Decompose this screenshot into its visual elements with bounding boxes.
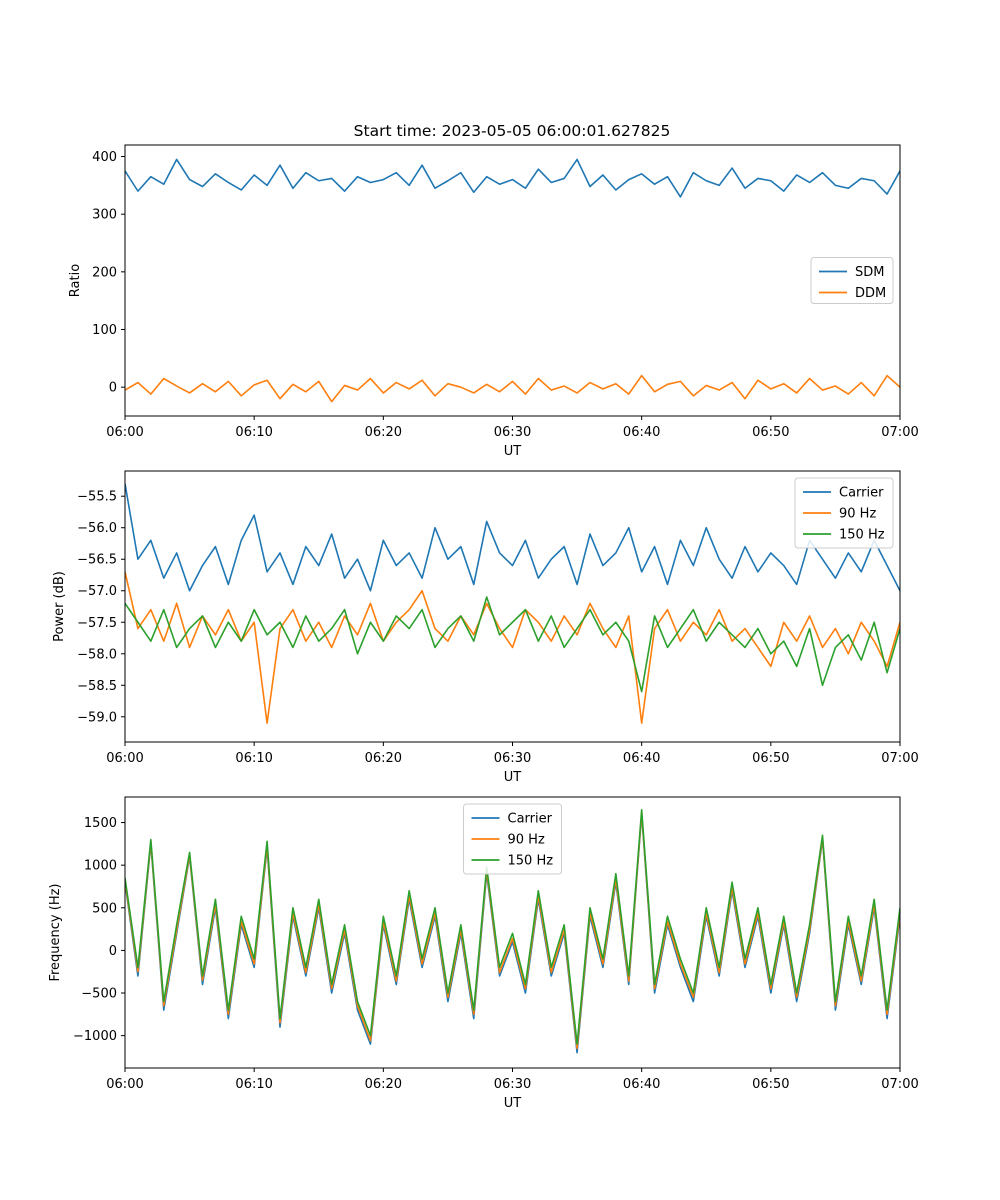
x-tick-label: 06:50 — [752, 425, 789, 440]
y-axis-label: Ratio — [68, 264, 83, 297]
y-tick-label: −58.5 — [77, 679, 117, 694]
y-tick-label: −500 — [81, 987, 117, 1002]
legend-entry: 150 Hz — [839, 528, 885, 543]
y-tick-label: −58.0 — [77, 647, 117, 662]
legend-entry: DDM — [855, 286, 886, 301]
x-tick-label: 06:50 — [752, 751, 789, 766]
series-line-carrier — [125, 483, 900, 592]
x-tick-label: 06:20 — [365, 1077, 402, 1092]
x-tick-label: 06:00 — [106, 1077, 143, 1092]
x-tick-label: 06:20 — [365, 751, 402, 766]
legend: SDM DDM — [810, 257, 894, 304]
legend-entry: 90 Hz — [508, 833, 545, 848]
x-axis-label: UT — [504, 1096, 522, 1111]
chart-panel-2: 06:00 06:10 06:20 06:30 06:40 06:50 07:00 −59.0… — [52, 470, 919, 785]
x-tick-label: 07:00 — [881, 751, 918, 766]
chart-panel-3: 06:00 06:10 06:20 06:30 06:40 06:50 07:00 −1000… — [48, 796, 919, 1111]
y-tick-label: −57.5 — [77, 616, 117, 631]
y-tick-label: 300 — [92, 208, 117, 223]
legend-entry: 150 Hz — [508, 854, 554, 869]
y-tick-label: −56.5 — [77, 553, 117, 568]
x-tick-label: 06:20 — [365, 425, 402, 440]
y-tick-label: −56.0 — [77, 521, 117, 536]
series-group — [125, 483, 900, 724]
x-axis-label: UT — [504, 770, 522, 785]
legend-box — [463, 803, 562, 875]
y-tick-label: 1000 — [84, 859, 117, 874]
legend: Carrier 90 Hz 150 Hz — [463, 803, 562, 875]
series-line-150-hz — [125, 808, 900, 1045]
x-tick-label: 06:10 — [235, 751, 272, 766]
series-group — [125, 158, 900, 403]
y-tick-label: 0 — [109, 944, 117, 959]
x-tick-label: 07:00 — [881, 1077, 918, 1092]
legend-entry: SDM — [855, 265, 884, 280]
y-tick-label: −55.5 — [77, 490, 117, 505]
y-axis-label: Frequency (Hz) — [48, 883, 63, 981]
x-tick-label: 06:40 — [623, 751, 660, 766]
y-tick-label: 400 — [92, 150, 117, 165]
legend-entry: Carrier — [839, 486, 884, 501]
figure-title: Start time: 2023-05-05 06:00:01.627825 — [354, 122, 671, 140]
series-line-90-hz — [125, 571, 900, 724]
y-tick-label: −1000 — [73, 1029, 117, 1044]
x-tick-label: 06:10 — [235, 1077, 272, 1092]
x-tick-label: 06:30 — [494, 751, 531, 766]
legend-box — [794, 477, 894, 549]
panels: 06:00 06:10 06:20 06:30 06:40 06:50 07:00 0 100 2… — [48, 144, 919, 1111]
legend: Carrier 90 Hz 150 Hz — [794, 477, 894, 549]
y-tick-label: 500 — [92, 901, 117, 916]
legend-entry: 90 Hz — [839, 507, 876, 522]
series-line-90-hz — [125, 811, 900, 1050]
series-group — [125, 808, 900, 1054]
y-tick-label: 200 — [92, 265, 117, 280]
chart-panel-1: 06:00 06:10 06:20 06:30 06:40 06:50 07:00 0 100 2… — [68, 144, 919, 459]
y-tick-label: 100 — [92, 323, 117, 338]
y-axis-label: Power (dB) — [52, 571, 67, 642]
series-line-carrier — [125, 813, 900, 1054]
y-tick-label: 0 — [109, 381, 117, 396]
x-tick-label: 06:00 — [106, 751, 143, 766]
x-tick-label: 07:00 — [881, 425, 918, 440]
legend-entry: Carrier — [508, 812, 553, 827]
series-line-ddm — [125, 374, 900, 403]
y-tick-label: 1500 — [84, 816, 117, 831]
x-tick-label: 06:30 — [494, 1077, 531, 1092]
x-tick-label: 06:30 — [494, 425, 531, 440]
x-tick-label: 06:10 — [235, 425, 272, 440]
series-line-sdm — [125, 158, 900, 198]
x-tick-label: 06:40 — [623, 1077, 660, 1092]
x-tick-label: 06:00 — [106, 425, 143, 440]
x-tick-label: 06:50 — [752, 1077, 789, 1092]
x-axis-label: UT — [504, 444, 522, 459]
y-tick-label: −59.0 — [77, 710, 117, 725]
x-tick-label: 06:40 — [623, 425, 660, 440]
y-tick-label: −57.0 — [77, 584, 117, 599]
series-line-150-hz — [125, 596, 900, 693]
